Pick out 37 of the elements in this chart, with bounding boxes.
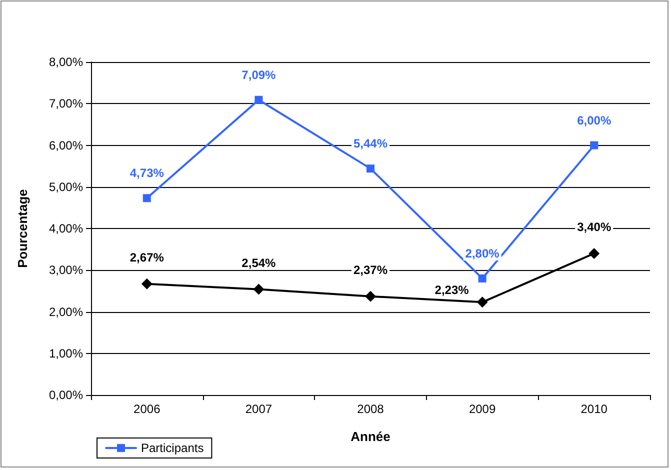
x-tick-label: 2009	[468, 402, 496, 416]
point	[253, 284, 264, 295]
point	[254, 96, 263, 104]
data-label: 6,00%	[577, 113, 612, 128]
point	[588, 248, 600, 259]
x-axis-title: Année	[350, 429, 390, 444]
y-tick-label: 6,00%	[48, 138, 84, 152]
data-label: 2,23%	[434, 283, 470, 298]
point	[478, 274, 486, 282]
y-tick-label: 7,00%	[48, 96, 84, 111]
legend-label: Participants	[141, 441, 204, 455]
data-label: 4,73%	[130, 166, 164, 180]
y-tick-label: 2,00%	[48, 304, 84, 319]
data-label: 5,44%	[353, 136, 388, 151]
point	[476, 296, 488, 308]
y-tick-label: 5,00%	[48, 180, 84, 194]
x-tick-label: 2008	[357, 402, 384, 416]
y-tick-label: 8,00%	[48, 55, 84, 69]
y-tick-label: 1,00%	[48, 346, 84, 360]
y-tick-label: 3,00%	[48, 263, 84, 278]
y-tick-label: 0,00%	[48, 388, 84, 402]
data-label: 3,40%	[577, 220, 612, 234]
point	[141, 278, 152, 290]
point	[142, 194, 151, 202]
y-axis-title: Pourcentage	[15, 189, 30, 268]
data-label: 2,54%	[242, 256, 276, 270]
x-tick-label: 2010	[580, 402, 608, 416]
data-label: 2,80%	[465, 246, 500, 260]
point	[365, 290, 376, 302]
x-tick-label: 2007	[245, 402, 272, 416]
data-label: 2,67%	[130, 250, 164, 264]
data-label: 7,09%	[242, 68, 276, 82]
y-tick-label: 4,00%	[48, 222, 84, 236]
data-label: 2,37%	[353, 262, 388, 277]
point	[590, 141, 598, 150]
x-tick-label: 2006	[134, 402, 161, 416]
point	[366, 164, 374, 173]
